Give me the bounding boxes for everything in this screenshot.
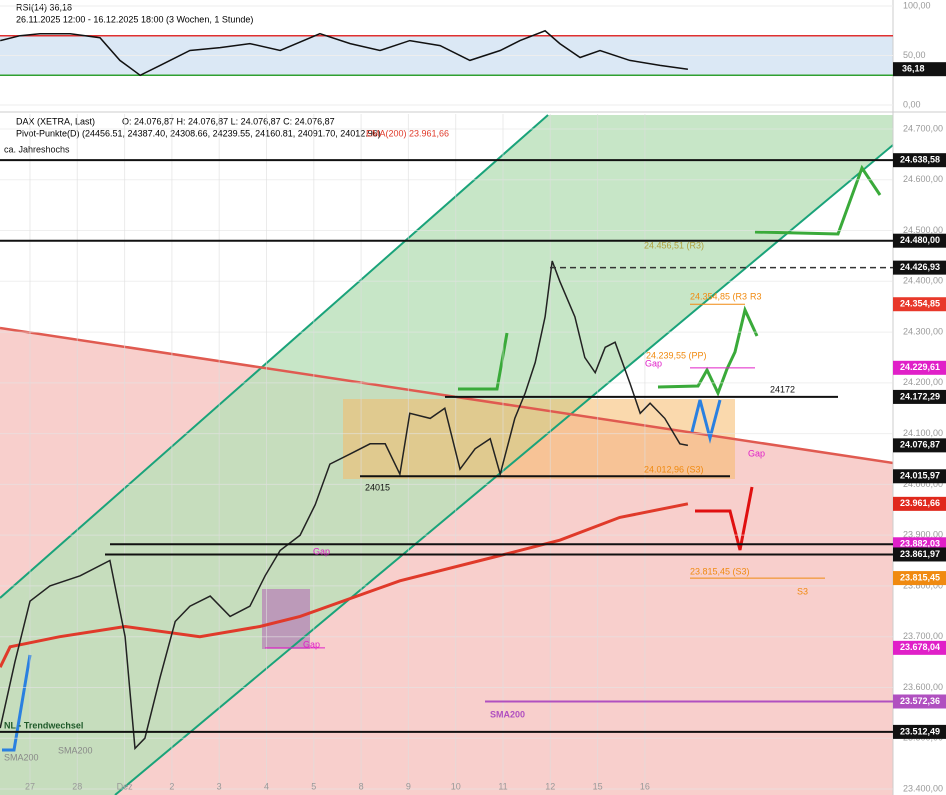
arrow (458, 332, 509, 391)
value-box (893, 297, 946, 312)
annotation: Gap (303, 639, 320, 649)
level-label: 23.678,04 (900, 642, 940, 652)
y-tick-label: 24.200,00 (903, 377, 943, 387)
annotation: R3 (750, 291, 762, 301)
value-box (893, 62, 946, 77)
level-label: 24.015,97 (900, 471, 940, 481)
arrow (695, 486, 754, 551)
value-box (893, 571, 946, 586)
y-tick-label: 24.000,00 (903, 479, 943, 489)
x-tick-label: 12 (545, 781, 555, 791)
y-tick-label: 24.300,00 (903, 326, 943, 336)
level-label: 24.480,00 (900, 235, 940, 245)
value-box (893, 724, 946, 739)
rsi-subtitle: 26.11.2025 12:00 - 16.12.2025 18:00 (3 W… (16, 14, 253, 24)
value-box (893, 694, 946, 709)
annotation: 24.354,85 (R3 (690, 291, 747, 301)
x-tick-label: 28 (72, 781, 82, 791)
price-line (0, 502, 689, 668)
level-label: 24.426,93 (900, 262, 940, 272)
y-tick-label: 24.700,00 (903, 123, 943, 133)
y-tick-label: 23.900,00 (903, 530, 943, 540)
annotation: Gap (645, 358, 662, 368)
value-box (893, 496, 946, 511)
trend-line (0, 326, 894, 465)
annotation: 24.012,96 (S3) (644, 464, 704, 474)
x-tick-label: Dez (117, 781, 134, 791)
value-box (893, 640, 946, 655)
arrow (754, 164, 882, 236)
y-tick-label: 23.600,00 (903, 682, 943, 692)
x-tick-label: 10 (451, 781, 461, 791)
channel-line (114, 144, 894, 795)
level-label: 24.354,85 (900, 299, 940, 309)
pivots: Pivot-Punkte(D) (24456.51, 24387.40, 243… (16, 128, 381, 138)
value-box (893, 438, 946, 453)
y-tick-label: 24.400,00 (903, 276, 943, 286)
y-tick-label: 0,00 (903, 99, 921, 109)
y-tick-label: 100,00 (903, 0, 931, 10)
y-tick-label: 50,00 (903, 50, 926, 60)
level-label: 24.229,61 (900, 362, 940, 372)
x-tick-label: 8 (359, 781, 364, 791)
level-label: 23.512,49 (900, 726, 940, 736)
level-label: 23.861,97 (900, 549, 940, 559)
level-label: 24.172,29 (900, 391, 940, 401)
x-tick-label: 2 (169, 781, 174, 791)
rsi-last-label: 36,18 (902, 64, 925, 74)
arrow (2, 654, 32, 752)
annotation: ca. Jahreshochs (4, 144, 70, 154)
annotation: SMA200 (490, 709, 525, 719)
level-label: 23.882,03 (900, 539, 940, 549)
value-box (893, 547, 946, 562)
x-tick-label: 3 (217, 781, 222, 791)
ohlc: O: 24.076,87 H: 24.076,87 L: 24.076,87 C… (122, 116, 335, 126)
value-box (893, 260, 946, 275)
annotation: S3 (797, 586, 808, 596)
level-label: 23.815,45 (900, 572, 940, 582)
y-tick-label: 24.100,00 (903, 428, 943, 438)
value-box (893, 360, 946, 375)
annotation: 24015 (365, 482, 390, 492)
rsi-line (0, 29, 689, 77)
annotation: Gap (313, 546, 330, 556)
ema-label: EMA(200) 23.961,66 (366, 128, 449, 138)
annotation: SMA200 (58, 745, 93, 755)
annotation: NL - Trendwechsel (4, 720, 83, 730)
channel-line (0, 114, 549, 599)
instrument: DAX (XETRA, Last) (16, 116, 95, 126)
annotation: SMA200 (4, 752, 39, 762)
arrow (690, 399, 722, 444)
y-tick-label: 23.400,00 (903, 783, 943, 793)
x-tick-label: 9 (406, 781, 411, 791)
value-box (893, 469, 946, 484)
y-tick-label: 23.800,00 (903, 580, 943, 590)
x-tick-label: 5 (311, 781, 316, 791)
annotation: 24.239,55 (PP) (646, 350, 707, 360)
annotation: 23.815,45 (S3) (690, 566, 750, 576)
value-box (893, 389, 946, 404)
y-tick-label: 23.700,00 (903, 631, 943, 641)
annotation: 24172 (770, 384, 795, 394)
x-tick-label: 15 (593, 781, 603, 791)
level-label: 24.076,87 (900, 440, 940, 450)
price-line (0, 260, 689, 751)
value-box (893, 233, 946, 248)
level-label: 23.572,36 (900, 696, 940, 706)
y-tick-label: 24.600,00 (903, 174, 943, 184)
rsi-title: RSI(14) 36,18 (16, 2, 72, 12)
x-tick-label: 27 (25, 781, 35, 791)
annotation: Gap (748, 448, 765, 458)
value-box (893, 153, 946, 168)
y-tick-label: 24.500,00 (903, 225, 943, 235)
annotation: 24.456,51 (R3) (644, 240, 704, 250)
x-tick-label: 16 (640, 781, 650, 791)
level-label: 24.638,58 (900, 155, 940, 165)
x-tick-label: 4 (264, 781, 269, 791)
level-label: 23.961,66 (900, 498, 940, 508)
x-tick-label: 11 (498, 781, 507, 791)
